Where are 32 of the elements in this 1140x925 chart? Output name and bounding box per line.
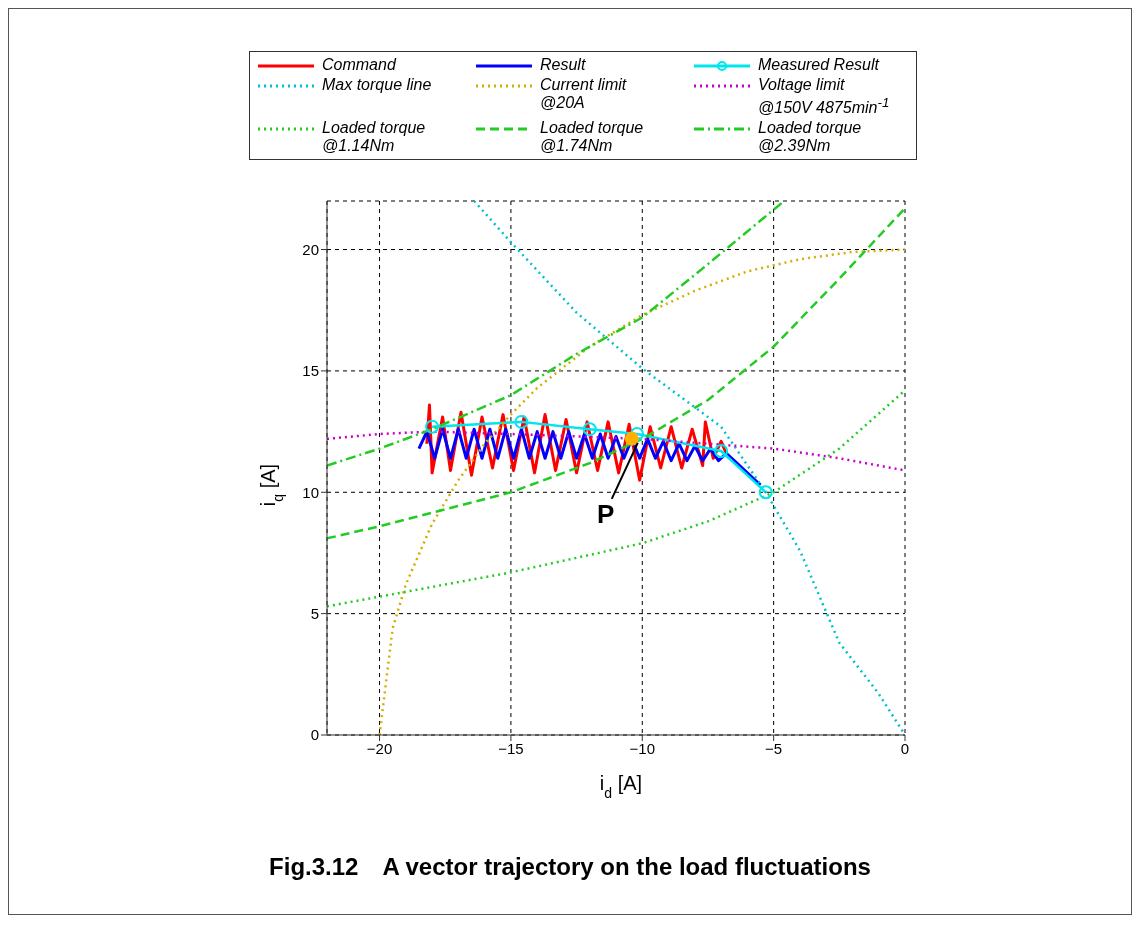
legend-label: Max torque line [322, 76, 432, 94]
point [758, 485, 773, 500]
legend-label: Voltage limit @150V 4875min$^{-1}$ [758, 76, 890, 118]
x-axis-title: i$_{d}$ [A] [599, 772, 643, 801]
x-tick-label: −10 [629, 739, 655, 757]
y-tick-label: 20 [302, 240, 319, 258]
y-tick-label: 0 [310, 726, 319, 744]
point [425, 419, 440, 434]
point [514, 414, 529, 429]
point [714, 444, 729, 459]
legend-label: Current limit @20A [540, 76, 627, 112]
x-tick-label: 0 [900, 739, 910, 757]
point [624, 431, 639, 446]
line-series [327, 389, 905, 608]
x-tick-label: −15 [498, 739, 524, 757]
x-tick-label: −5 [765, 739, 783, 757]
point [582, 422, 597, 437]
text: Fig.3.12 A vector trajectory on the load fluctuations [268, 852, 872, 882]
line-series [378, 248, 905, 735]
x-tick-label: −20 [366, 739, 393, 757]
legend-label: Measured Result [758, 56, 879, 74]
line-series [327, 207, 905, 540]
legend-label: Loaded torque @1.74Nm [540, 119, 644, 156]
legend-label: Result [540, 56, 586, 74]
annotation: P [597, 498, 615, 529]
y-tick-label: 5 [310, 604, 319, 622]
legend-label: Command [322, 56, 396, 74]
point [630, 427, 645, 442]
legend-label: Loaded torque @1.14Nm [322, 119, 426, 156]
y-tick-label: 10 [302, 483, 319, 501]
legend-label: Loaded torque @2.39Nm [758, 119, 862, 156]
y-tick-label: 15 [302, 362, 319, 380]
